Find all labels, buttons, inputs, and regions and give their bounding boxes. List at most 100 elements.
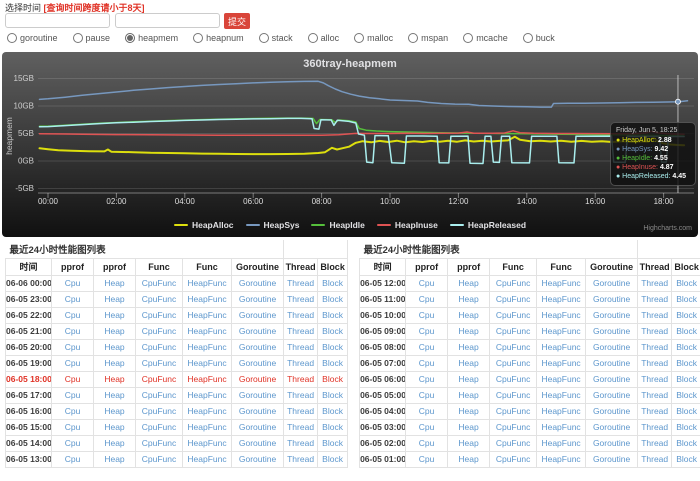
link-thread[interactable]: Thread	[287, 390, 314, 400]
link-cpu[interactable]: Cpu	[65, 278, 81, 288]
link-block[interactable]: Block	[676, 294, 697, 304]
link-heapfunc[interactable]: HeapFunc	[541, 438, 580, 448]
link-goroutine[interactable]: Goroutine	[593, 294, 630, 304]
link-thread[interactable]: Thread	[641, 342, 668, 352]
link-cpufunc[interactable]: CpuFunc	[496, 358, 531, 368]
link-heap[interactable]: Heap	[104, 358, 124, 368]
link-heapfunc[interactable]: HeapFunc	[541, 422, 580, 432]
radio-stack[interactable]	[259, 33, 269, 43]
link-thread[interactable]: Thread	[287, 406, 314, 416]
link-cpu[interactable]: Cpu	[419, 358, 435, 368]
link-heapfunc[interactable]: HeapFunc	[541, 278, 580, 288]
link-goroutine[interactable]: Goroutine	[593, 342, 630, 352]
link-heap[interactable]: Heap	[104, 310, 124, 320]
link-block[interactable]: Block	[676, 358, 697, 368]
link-heapfunc[interactable]: HeapFunc	[541, 342, 580, 352]
legend-item-HeapIdle[interactable]: HeapIdle	[311, 220, 364, 230]
link-heapfunc[interactable]: HeapFunc	[187, 326, 226, 336]
link-cpu[interactable]: Cpu	[419, 278, 435, 288]
link-cpu[interactable]: Cpu	[65, 422, 81, 432]
link-thread[interactable]: Thread	[641, 454, 668, 464]
link-cpu[interactable]: Cpu	[65, 390, 81, 400]
link-thread[interactable]: Thread	[287, 422, 314, 432]
link-heapfunc[interactable]: HeapFunc	[187, 454, 226, 464]
link-heap[interactable]: Heap	[104, 406, 124, 416]
link-thread[interactable]: Thread	[641, 406, 668, 416]
link-thread[interactable]: Thread	[287, 310, 314, 320]
link-heapfunc[interactable]: HeapFunc	[541, 406, 580, 416]
link-heapfunc[interactable]: HeapFunc	[541, 294, 580, 304]
link-thread[interactable]: Thread	[287, 438, 314, 448]
link-cpufunc[interactable]: CpuFunc	[142, 374, 177, 384]
link-heap[interactable]: Heap	[458, 406, 478, 416]
legend-item-HeapSys[interactable]: HeapSys	[246, 220, 300, 230]
link-thread[interactable]: Thread	[287, 294, 314, 304]
link-heapfunc[interactable]: HeapFunc	[187, 422, 226, 432]
link-cpufunc[interactable]: CpuFunc	[496, 278, 531, 288]
link-thread[interactable]: Thread	[641, 422, 668, 432]
link-thread[interactable]: Thread	[641, 278, 668, 288]
link-cpufunc[interactable]: CpuFunc	[142, 310, 177, 320]
link-heapfunc[interactable]: HeapFunc	[541, 390, 580, 400]
radio-option-mcache[interactable]: mcache	[463, 33, 508, 43]
link-heapfunc[interactable]: HeapFunc	[541, 310, 580, 320]
link-heapfunc[interactable]: HeapFunc	[541, 358, 580, 368]
link-heap[interactable]: Heap	[458, 374, 478, 384]
link-cpufunc[interactable]: CpuFunc	[142, 278, 177, 288]
link-heap[interactable]: Heap	[458, 358, 478, 368]
link-block[interactable]: Block	[676, 390, 697, 400]
link-block[interactable]: Block	[322, 342, 343, 352]
link-heap[interactable]: Heap	[458, 278, 478, 288]
radio-option-mspan[interactable]: mspan	[408, 33, 448, 43]
link-cpufunc[interactable]: CpuFunc	[142, 438, 177, 448]
link-thread[interactable]: Thread	[641, 374, 668, 384]
link-heap[interactable]: Heap	[104, 294, 124, 304]
link-cpu[interactable]: Cpu	[419, 406, 435, 416]
link-cpufunc[interactable]: CpuFunc	[142, 342, 177, 352]
link-heap[interactable]: Heap	[104, 326, 124, 336]
link-goroutine[interactable]: Goroutine	[239, 294, 276, 304]
radio-option-buck[interactable]: buck	[523, 33, 555, 43]
radio-option-alloc[interactable]: alloc	[308, 33, 340, 43]
link-heapfunc[interactable]: HeapFunc	[187, 310, 226, 320]
link-goroutine[interactable]: Goroutine	[593, 390, 630, 400]
link-heap[interactable]: Heap	[458, 438, 478, 448]
link-cpu[interactable]: Cpu	[419, 438, 435, 448]
link-cpufunc[interactable]: CpuFunc	[496, 438, 531, 448]
link-cpu[interactable]: Cpu	[419, 390, 435, 400]
link-heapfunc[interactable]: HeapFunc	[541, 374, 580, 384]
link-thread[interactable]: Thread	[287, 326, 314, 336]
link-block[interactable]: Block	[322, 326, 343, 336]
time-end-input[interactable]	[115, 13, 220, 28]
radio-goroutine[interactable]	[7, 33, 17, 43]
link-thread[interactable]: Thread	[641, 294, 668, 304]
link-block[interactable]: Block	[676, 454, 697, 464]
link-goroutine[interactable]: Goroutine	[593, 310, 630, 320]
link-block[interactable]: Block	[676, 374, 697, 384]
link-heap[interactable]: Heap	[104, 454, 124, 464]
link-heap[interactable]: Heap	[458, 454, 478, 464]
link-goroutine[interactable]: Goroutine	[593, 438, 630, 448]
link-thread[interactable]: Thread	[287, 278, 314, 288]
radio-alloc[interactable]	[308, 33, 318, 43]
link-cpufunc[interactable]: CpuFunc	[496, 294, 531, 304]
link-heap[interactable]: Heap	[104, 374, 124, 384]
link-goroutine[interactable]: Goroutine	[239, 278, 276, 288]
link-thread[interactable]: Thread	[641, 358, 668, 368]
link-cpufunc[interactable]: CpuFunc	[142, 422, 177, 432]
link-goroutine[interactable]: Goroutine	[239, 374, 276, 384]
legend-item-HeapInuse[interactable]: HeapInuse	[377, 220, 438, 230]
radio-option-malloc[interactable]: malloc	[354, 33, 393, 43]
radio-pause[interactable]	[73, 33, 83, 43]
link-cpu[interactable]: Cpu	[419, 294, 435, 304]
link-cpu[interactable]: Cpu	[65, 326, 81, 336]
link-cpu[interactable]: Cpu	[419, 310, 435, 320]
link-goroutine[interactable]: Goroutine	[593, 374, 630, 384]
link-cpufunc[interactable]: CpuFunc	[496, 390, 531, 400]
link-heap[interactable]: Heap	[104, 438, 124, 448]
link-block[interactable]: Block	[322, 422, 343, 432]
link-heapfunc[interactable]: HeapFunc	[187, 278, 226, 288]
radio-malloc[interactable]	[354, 33, 364, 43]
link-cpu[interactable]: Cpu	[419, 454, 435, 464]
link-goroutine[interactable]: Goroutine	[239, 390, 276, 400]
